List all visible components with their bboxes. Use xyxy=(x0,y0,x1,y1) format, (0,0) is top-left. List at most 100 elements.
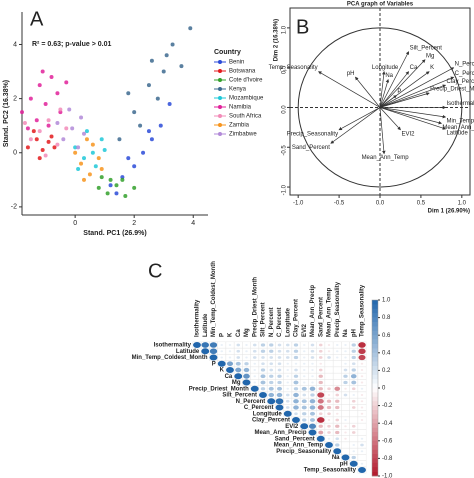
colorbar-segment xyxy=(372,361,378,367)
correlation-mark xyxy=(269,380,274,385)
correlation-mark xyxy=(316,417,325,423)
variable-label: Na xyxy=(385,73,393,79)
colorbar-label: 0 xyxy=(382,386,386,392)
variable-label: C_Percent xyxy=(455,71,474,77)
point xyxy=(99,175,104,180)
correlation-mark xyxy=(325,442,333,448)
correlation-mark xyxy=(285,356,290,359)
correlation-mark xyxy=(228,344,232,346)
correlation-mark xyxy=(360,437,364,440)
point xyxy=(90,150,95,155)
legend-swatch xyxy=(218,123,222,127)
correlation-mark xyxy=(286,369,290,371)
point xyxy=(64,126,69,131)
correlation-mark xyxy=(344,350,347,353)
correlation-mark xyxy=(253,381,257,384)
row-label: Latitude xyxy=(176,349,200,355)
column-label: C_Percent xyxy=(277,307,283,337)
cell xyxy=(332,366,342,374)
y-tick-label: -1.0 xyxy=(282,184,288,195)
correlation-mark xyxy=(269,343,274,347)
correlation-mark xyxy=(351,362,356,366)
point xyxy=(108,183,113,188)
cell xyxy=(357,454,367,461)
correlation-mark xyxy=(360,394,364,396)
correlation-mark xyxy=(351,349,356,353)
colorbar-segment xyxy=(372,357,378,362)
point xyxy=(82,177,86,182)
row-label: K xyxy=(220,368,225,374)
legend-label: Cote d'Ivoire xyxy=(229,78,263,84)
correlation-mark xyxy=(351,424,356,428)
loading-arrow xyxy=(379,51,409,108)
correlation-mark xyxy=(253,362,257,365)
cell xyxy=(349,410,359,418)
correlation-mark xyxy=(250,385,259,392)
colorbar-label: 0.2 xyxy=(382,368,391,374)
correlation-mark xyxy=(335,430,340,435)
legend-label: Botswana xyxy=(229,69,256,75)
correlation-mark xyxy=(260,368,266,372)
correlation-mark xyxy=(317,398,324,404)
correlation-mark xyxy=(267,398,276,405)
column-label: Sand_Percent xyxy=(318,297,324,337)
point xyxy=(73,150,78,155)
point xyxy=(82,131,86,136)
correlation-mark xyxy=(335,412,339,415)
correlation-mark xyxy=(335,399,340,403)
colorbar-label: -0.4 xyxy=(382,421,393,427)
colorbar-label: -0.2 xyxy=(382,403,393,409)
correlation-mark xyxy=(294,362,298,365)
legend-swatch xyxy=(218,69,222,73)
correlation-mark xyxy=(318,424,323,428)
correlation-mark xyxy=(327,419,331,421)
correlation-mark xyxy=(234,373,243,380)
row-label: Sand_Percent xyxy=(275,436,315,442)
correlation-mark xyxy=(293,343,299,347)
column-label: Clay_Percent xyxy=(294,299,300,337)
point xyxy=(22,120,27,125)
point xyxy=(123,194,128,199)
correlation-mark xyxy=(344,362,347,365)
colorbar-segment xyxy=(372,418,378,424)
correlation-mark xyxy=(285,406,290,409)
column-label: Longitude xyxy=(285,307,291,337)
column-label: pH xyxy=(351,329,357,337)
y-tick-label: 0.0 xyxy=(282,105,288,114)
colorbar-segment xyxy=(372,322,378,327)
point xyxy=(40,69,45,74)
correlation-mark xyxy=(335,356,339,359)
x-tick-label: -0.5 xyxy=(334,201,345,207)
column-label: Min_Temp_Coldest_Month xyxy=(211,261,217,337)
colorbar-segment xyxy=(372,410,378,415)
loading-arrow xyxy=(379,59,426,108)
correlation-mark xyxy=(245,350,248,353)
correlation-mark xyxy=(285,349,290,353)
point xyxy=(99,166,104,171)
correlation-mark xyxy=(319,362,323,365)
point xyxy=(43,102,48,107)
correlation-mark xyxy=(358,342,366,348)
colorbar-segment xyxy=(372,339,378,345)
correlation-mark xyxy=(327,394,331,396)
colorbar-segment xyxy=(372,467,378,472)
colorbar-segment xyxy=(372,445,378,450)
point xyxy=(146,83,151,88)
correlation-mark xyxy=(335,344,339,346)
correlation-mark xyxy=(220,356,224,359)
row-label: Temp_Seasonality xyxy=(304,468,357,474)
colorbar-segment xyxy=(372,348,378,354)
loading-arrow xyxy=(379,92,430,108)
legend-label: Kenya xyxy=(229,87,247,93)
correlation-mark xyxy=(302,418,307,422)
cell xyxy=(324,372,334,380)
correlation-mark xyxy=(277,380,282,385)
correlation-mark xyxy=(360,369,364,371)
correlation-mark xyxy=(293,355,299,360)
correlation-mark xyxy=(242,379,251,386)
point xyxy=(37,129,42,134)
variable-label: Silt_Percent xyxy=(410,45,443,51)
loading-arrow xyxy=(379,71,410,108)
variable-label: Temp_Seasonality xyxy=(269,65,318,71)
variable-label: Precip_Driest_Month xyxy=(430,87,474,93)
